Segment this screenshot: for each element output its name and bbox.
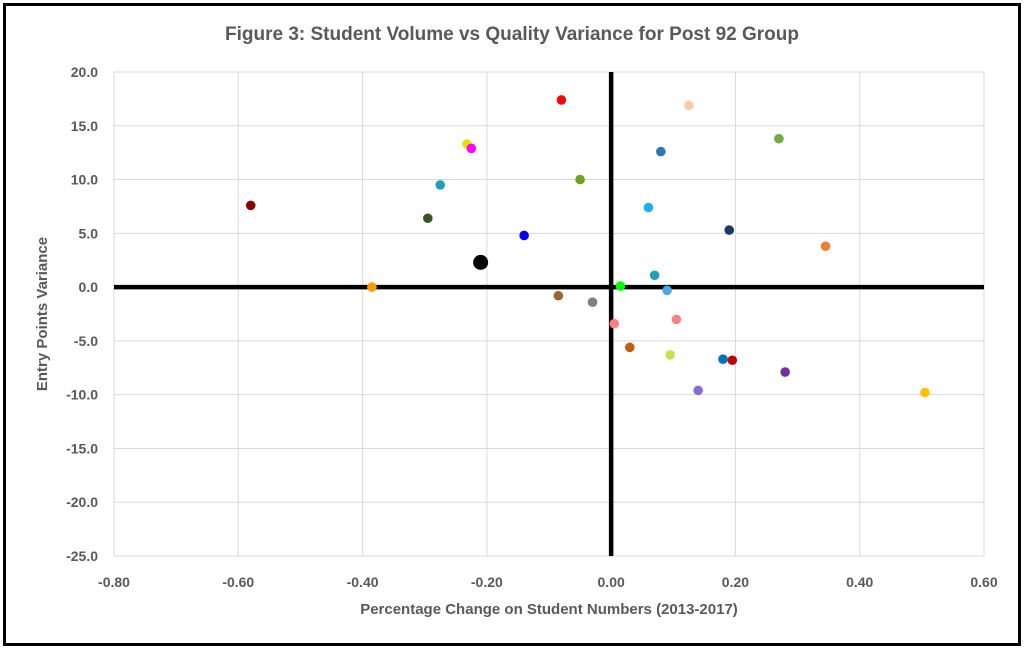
data-point	[575, 174, 585, 185]
data-point	[609, 318, 620, 329]
y-tick-label: -20.0	[66, 494, 98, 510]
data-point	[656, 146, 666, 157]
data-point	[553, 290, 564, 301]
data-point	[245, 200, 256, 211]
data-point	[780, 367, 790, 377]
gridlines	[113, 71, 985, 557]
data-point	[671, 314, 682, 325]
chart-title: Figure 3: Student Volume vs Quality Vari…	[225, 24, 799, 45]
data-point	[684, 100, 694, 111]
data-point	[820, 241, 831, 252]
data-point	[693, 385, 703, 396]
chart-frame	[3, 3, 1021, 646]
y-tick-label: 20.0	[71, 64, 98, 80]
data-point	[665, 350, 675, 360]
data-point	[718, 354, 728, 364]
x-tick-label: 0.20	[722, 574, 749, 590]
y-axis-title: Entry Points Variance	[34, 237, 51, 391]
x-tick-label: 0.00	[598, 574, 625, 590]
x-tick-label: -0.60	[222, 574, 254, 590]
reference-lines	[114, 72, 984, 556]
x-axis-title: Percentage Change on Student Numbers (20…	[360, 601, 738, 618]
y-tick-label: 5.0	[79, 225, 99, 241]
x-tick-label: 0.60	[970, 574, 997, 590]
data-point	[774, 133, 784, 144]
data-points	[245, 95, 930, 398]
data-point	[466, 143, 477, 154]
data-point	[587, 297, 598, 307]
x-tick-label: -0.40	[347, 574, 379, 590]
x-tick-label: -0.20	[471, 574, 503, 590]
data-point	[556, 95, 567, 105]
data-point	[662, 285, 672, 296]
data-point	[519, 230, 529, 241]
data-point	[920, 387, 930, 398]
y-tick-label: -5.0	[74, 333, 98, 349]
y-tick-label: 15.0	[71, 118, 98, 134]
data-point	[367, 282, 377, 292]
x-tick-label: 0.40	[846, 574, 873, 590]
data-point	[643, 202, 654, 213]
y-tick-label: 10.0	[71, 172, 98, 188]
data-point	[724, 225, 735, 235]
x-tick-label: -0.80	[98, 574, 130, 590]
data-point	[649, 270, 660, 281]
data-point	[473, 254, 489, 270]
y-tick-labels: 20.0 15.0 10.0 5.0 0.0 -5.0 -10.0 -15.0 -20.0 -25…	[66, 64, 98, 564]
y-tick-label: -15.0	[66, 440, 98, 456]
data-point	[624, 342, 635, 353]
x-tick-labels: -0.80 -0.60 -0.40 -0.20 0.00 0.20 0.40 0.60	[98, 574, 998, 590]
y-tick-label: -25.0	[66, 548, 98, 564]
y-tick-label: 0.0	[79, 279, 99, 295]
data-point	[435, 180, 446, 190]
y-tick-label: -10.0	[66, 387, 98, 403]
data-point	[615, 281, 626, 291]
data-point	[423, 213, 433, 224]
data-point	[727, 355, 738, 366]
